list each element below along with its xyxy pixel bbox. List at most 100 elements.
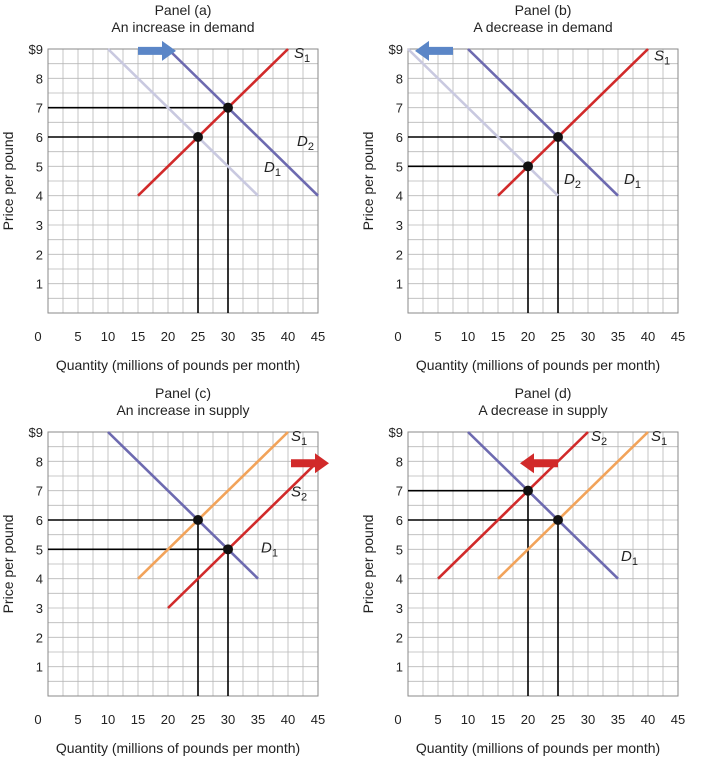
curve-label: D1 (264, 159, 281, 179)
chart-subtitle: An increase in supply (116, 402, 249, 418)
x-axis-label: Quantity (millions of pounds per month) (416, 740, 660, 756)
y-tick-label: 4 (36, 189, 43, 204)
x-tick-label: 20 (161, 329, 175, 344)
x-tick-label: 15 (491, 712, 505, 727)
panel-d: Panel (d) A decrease in supply 0 5 10 15 20 25 3… (360, 383, 720, 766)
y-tick-label: $9 (29, 425, 43, 440)
grid (47, 48, 319, 314)
x-axis-label: Quantity (millions of pounds per month) (416, 357, 660, 373)
y-tick-label: 3 (396, 218, 403, 233)
x-tick-label: 10 (461, 329, 475, 344)
x-tick-label: 45 (311, 712, 325, 727)
series-line-s1 (497, 48, 649, 197)
x-tick-label: 15 (131, 712, 145, 727)
curve-label: S1 (294, 45, 310, 65)
curve-label: D2 (564, 171, 581, 191)
y-axis-label: Price per pound (360, 132, 376, 231)
panel-b: Panel (b) A decrease in demand 0 5 10 15 20 25 3… (360, 0, 720, 383)
x-tick-label: 40 (641, 712, 655, 727)
x-tick-label: 0 (394, 712, 401, 727)
y-tick-label: 8 (36, 454, 43, 469)
shift-arrow-icon (520, 453, 558, 474)
x-tick-label: 35 (611, 712, 625, 727)
series-line-d1 (107, 431, 259, 580)
chart-title: Panel (d) (515, 385, 572, 401)
plot-frame (47, 431, 319, 697)
x-tick-label: 30 (581, 712, 595, 727)
x-tick-label: 30 (221, 329, 235, 344)
y-tick-label: 1 (396, 277, 403, 292)
curve-label: S1 (651, 428, 667, 448)
x-tick-label: 15 (131, 329, 145, 344)
y-tick-label: $9 (389, 425, 403, 440)
equilibrium-point (523, 485, 533, 496)
x-tick-label: 10 (461, 712, 475, 727)
equilibrium-point (193, 515, 203, 525)
y-tick-label: 2 (396, 247, 403, 262)
x-tick-label: 5 (434, 712, 441, 727)
x-tick-label: 0 (34, 712, 41, 727)
x-tick-label: 35 (251, 329, 265, 344)
x-tick-label: 0 (34, 329, 41, 344)
chart-title: Panel (c) (155, 385, 211, 401)
x-tick-label: 10 (101, 329, 115, 344)
grid (47, 431, 319, 697)
x-tick-label: 20 (521, 712, 535, 727)
x-tick-label: 15 (491, 329, 505, 344)
y-tick-label: 4 (396, 189, 403, 204)
shift-arrow-icon (291, 453, 329, 474)
plot-frame (47, 48, 319, 314)
series-line-s1 (137, 48, 289, 197)
y-tick-label: 2 (396, 630, 403, 645)
series-line-d2 (167, 48, 319, 197)
series-line-d2 (407, 48, 559, 197)
y-tick-label: 5 (396, 542, 403, 557)
equilibrium-point (553, 132, 563, 142)
y-tick-label: 7 (36, 484, 43, 499)
y-tick-label: 8 (396, 71, 403, 86)
x-tick-label: 10 (101, 712, 115, 727)
x-tick-label: 5 (74, 329, 81, 344)
y-tick-label: 6 (36, 513, 43, 528)
shift-arrow-icon (138, 40, 176, 61)
x-tick-label: 35 (251, 712, 265, 727)
x-tick-label: 25 (191, 329, 205, 344)
equilibrium-point (223, 544, 233, 555)
curve-label: S2 (291, 484, 307, 504)
x-tick-label: 0 (394, 329, 401, 344)
y-tick-label: 2 (36, 630, 43, 645)
series-line-s1 (497, 431, 649, 580)
panel-c: Panel (c) An increase in supply 0 5 10 15 20 25… (0, 383, 360, 766)
x-tick-label: 40 (281, 712, 295, 727)
y-tick-label: 5 (36, 159, 43, 174)
x-tick-label: 45 (671, 329, 685, 344)
x-tick-label: 40 (641, 329, 655, 344)
equilibrium-point (193, 132, 203, 142)
y-tick-label: 1 (36, 277, 43, 292)
curve-label: S2 (591, 428, 607, 448)
y-tick-label: 7 (36, 101, 43, 116)
series-line-s1 (137, 431, 289, 580)
x-tick-label: 35 (611, 329, 625, 344)
curve-label: D2 (297, 133, 314, 153)
y-tick-label: 7 (396, 101, 403, 116)
chart-subtitle: A decrease in demand (473, 19, 612, 35)
y-tick-label: 6 (396, 130, 403, 145)
x-tick-label: 20 (521, 329, 535, 344)
chart-title: Panel (b) (515, 2, 572, 18)
x-axis-label: Quantity (millions of pounds per month) (56, 357, 300, 373)
y-tick-label: 5 (36, 542, 43, 557)
y-tick-label: $9 (389, 42, 403, 57)
y-axis-label: Price per pound (0, 515, 16, 614)
y-tick-label: 8 (36, 71, 43, 86)
y-tick-label: 3 (36, 218, 43, 233)
equilibrium-point (223, 102, 233, 113)
x-axis-label: Quantity (millions of pounds per month) (56, 740, 300, 756)
plot-frame (407, 431, 679, 697)
series-line-s2 (437, 431, 589, 580)
y-tick-label: $9 (29, 42, 43, 57)
curve-label: S1 (654, 48, 670, 68)
equilibrium-point (553, 515, 563, 525)
y-tick-label: 7 (396, 484, 403, 499)
